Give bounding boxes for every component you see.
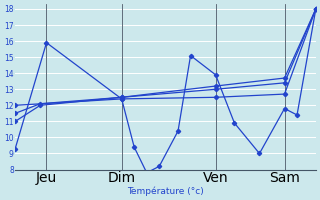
X-axis label: Température (°c): Température (°c): [127, 186, 204, 196]
